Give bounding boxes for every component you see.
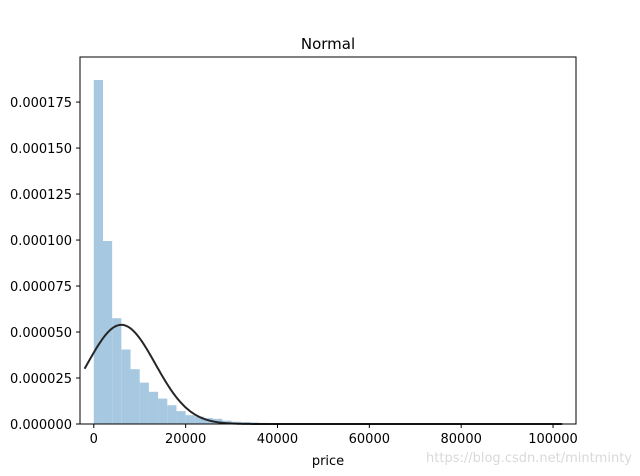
histogram-bar — [167, 405, 177, 424]
x-axis-ticks: 0 20000 40000 60000 80000 100000 — [90, 424, 578, 447]
watermark: https://blog.csdn.net/mintminty — [426, 451, 632, 466]
x-tick-label: 40000 — [257, 432, 298, 447]
histogram-bar — [121, 349, 131, 424]
y-tick-label: 0.000100 — [10, 234, 72, 249]
y-tick-label: 0.000175 — [10, 96, 72, 111]
x-tick-label: 80000 — [441, 432, 482, 447]
x-axis-label: price — [312, 454, 344, 469]
x-tick-label: 60000 — [349, 432, 390, 447]
x-tick-label: 0 — [90, 432, 98, 447]
histogram-bar — [130, 369, 140, 424]
y-tick-label: 0.000025 — [10, 372, 72, 387]
histogram-bar — [112, 318, 122, 424]
x-tick-label: 20000 — [165, 432, 206, 447]
y-tick-label: 0.000000 — [10, 418, 72, 433]
histogram-bar — [93, 79, 103, 425]
y-axis-ticks: 0.000000 0.000025 0.000050 0.000075 0.000100… — [10, 96, 80, 433]
y-tick-label: 0.000075 — [10, 280, 72, 295]
y-tick-label: 0.000125 — [10, 188, 72, 203]
x-tick-label: 100000 — [528, 432, 578, 447]
plot-area — [79, 56, 577, 425]
histogram-bar — [148, 391, 159, 424]
y-tick-label: 0.000150 — [10, 142, 72, 157]
chart-title: Normal — [301, 35, 355, 53]
histogram-bar — [194, 416, 204, 424]
axes-frame — [79, 56, 577, 425]
histogram-bar — [158, 398, 168, 424]
y-tick-label: 0.000050 — [10, 326, 72, 341]
histogram-bar — [185, 415, 195, 424]
histogram-bars — [93, 79, 563, 425]
histogram-bar — [139, 382, 149, 424]
histogram-bar — [176, 411, 186, 424]
